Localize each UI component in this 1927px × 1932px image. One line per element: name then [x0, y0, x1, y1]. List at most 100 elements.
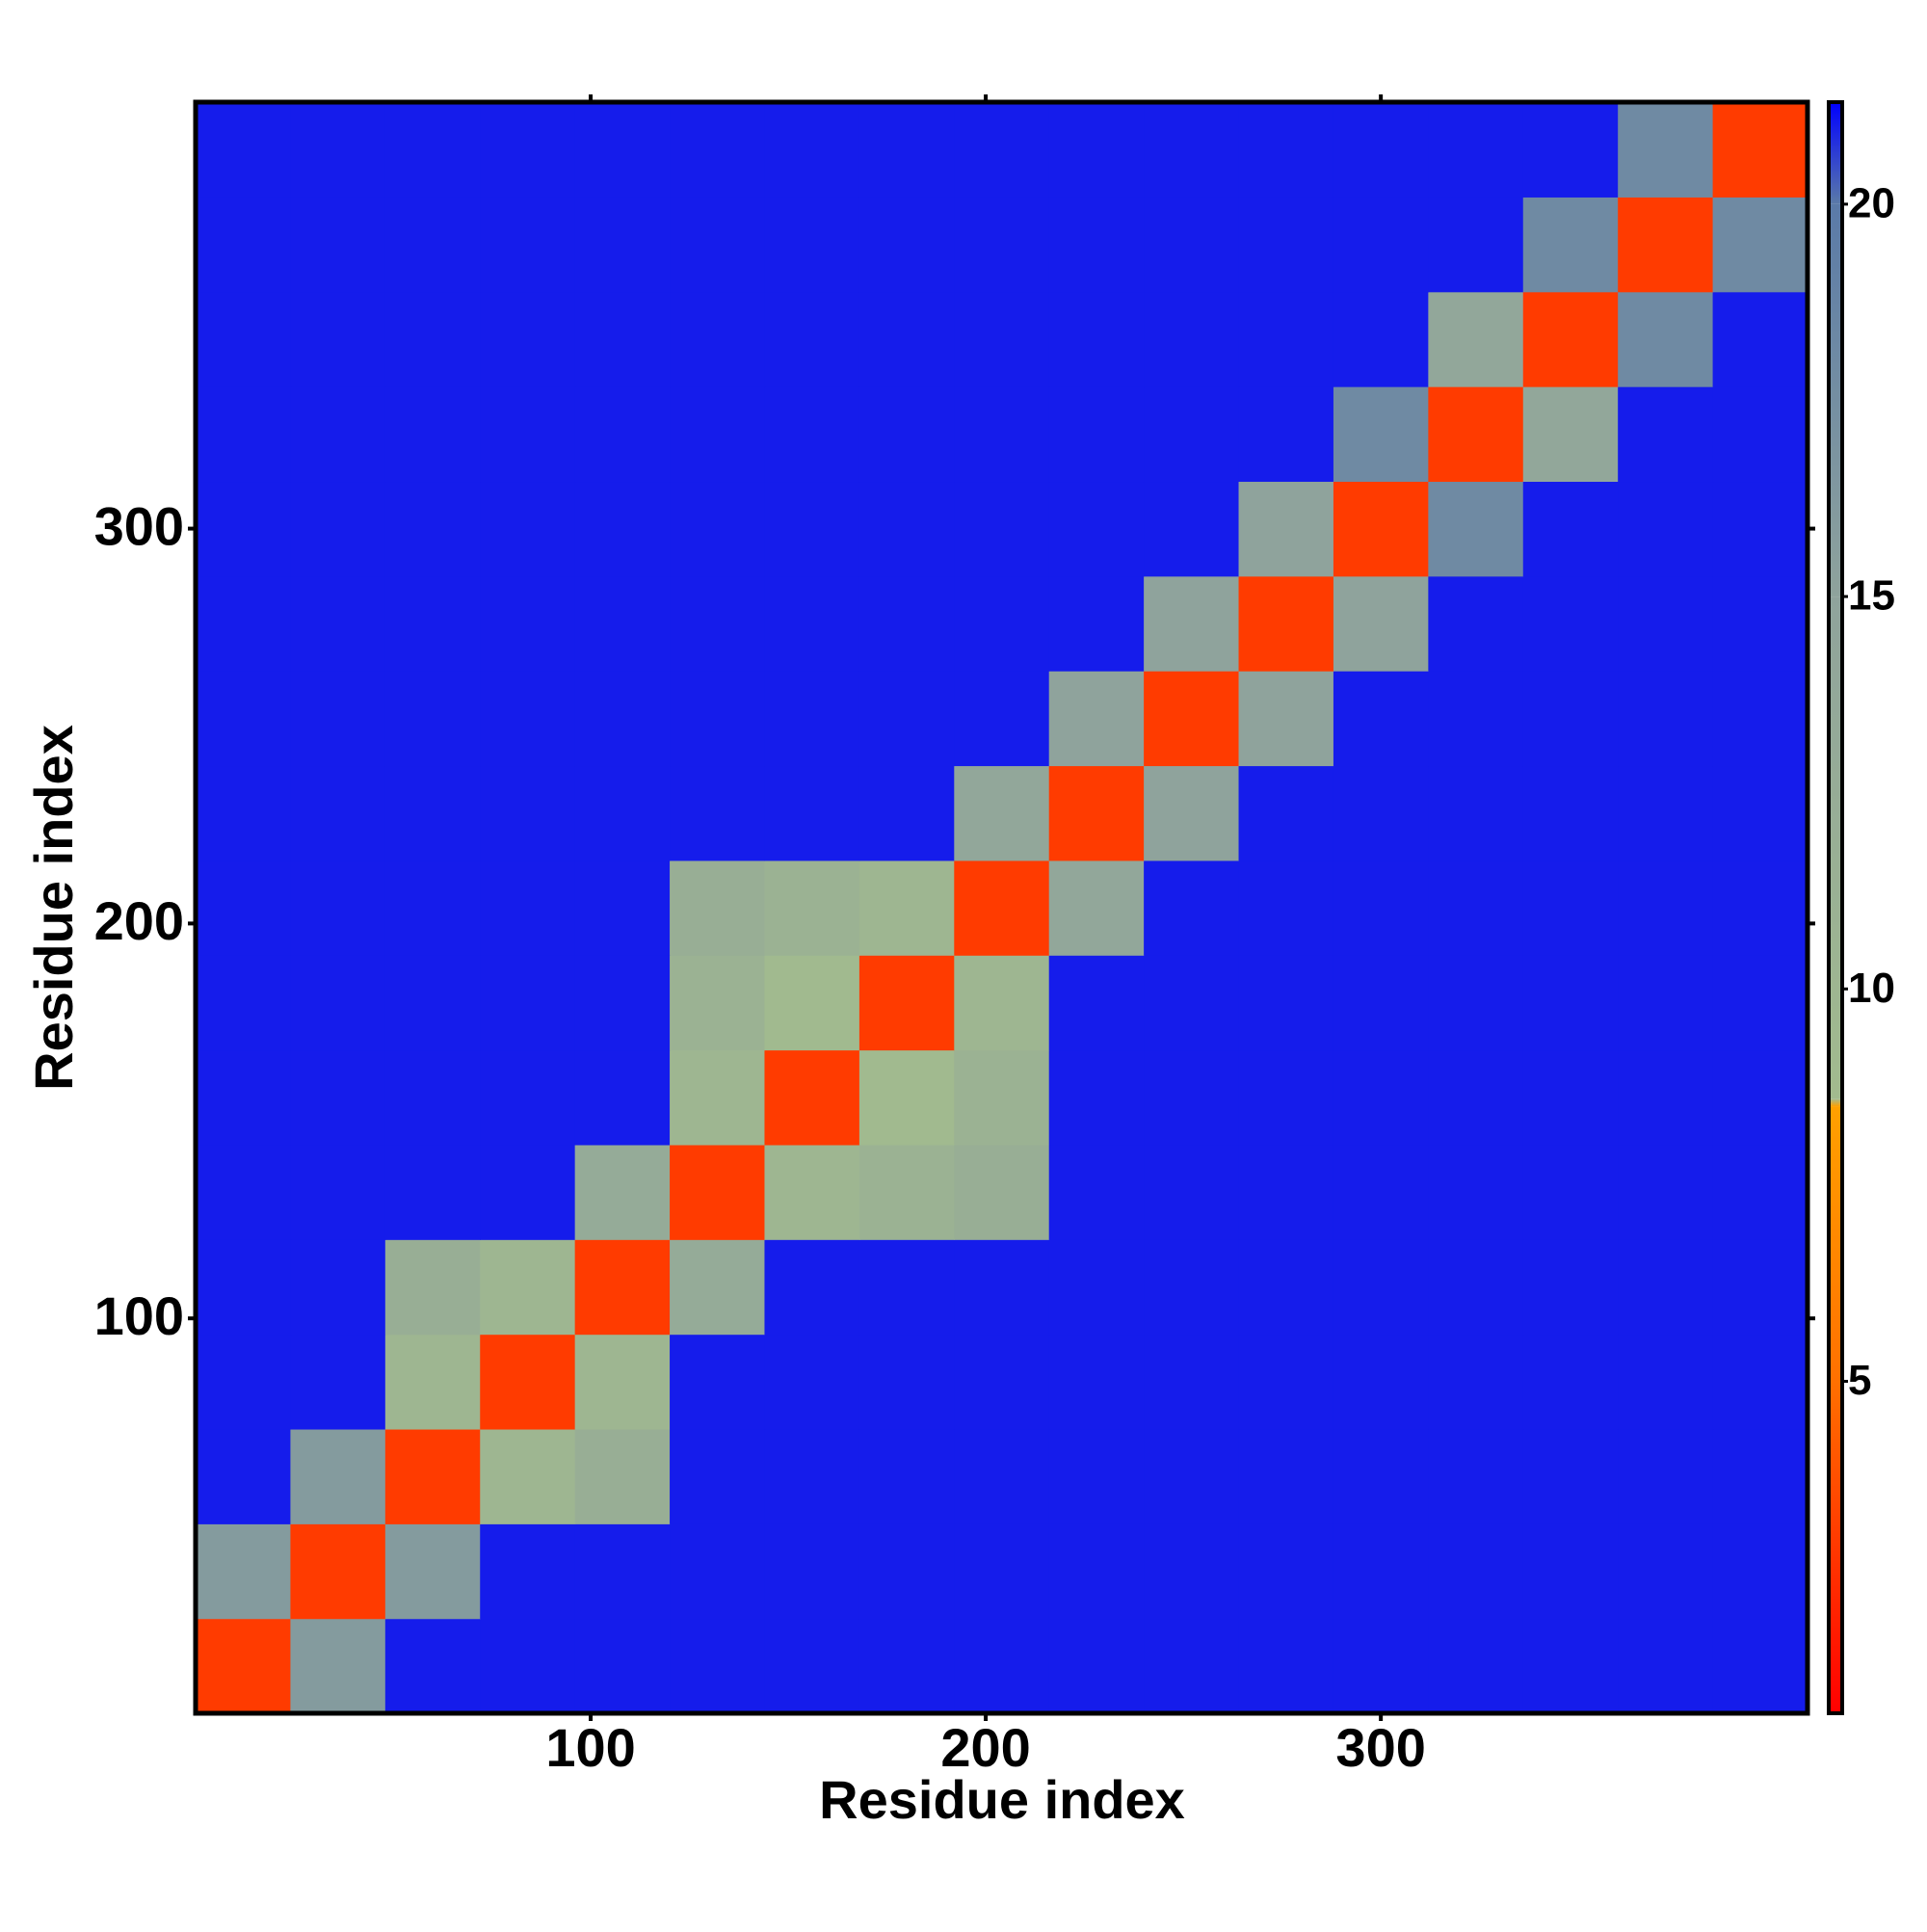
heat-cell — [1048, 1239, 1145, 1336]
heat-cell — [574, 291, 671, 387]
heat-cell — [954, 575, 1050, 672]
heat-cell — [670, 291, 766, 387]
heat-cell — [290, 1144, 386, 1240]
heat-cell — [1712, 1428, 1808, 1524]
heat-cell — [1333, 291, 1429, 387]
heat-cell — [480, 102, 576, 198]
heat-cell — [1712, 1144, 1808, 1240]
heat-cell — [1712, 575, 1808, 672]
heat-cell — [1618, 386, 1714, 483]
heat-cell — [858, 671, 955, 767]
heat-cell — [1238, 1334, 1334, 1430]
heat-cell — [574, 1334, 671, 1430]
heat-cell — [1522, 197, 1619, 293]
heat-cell — [1712, 102, 1808, 198]
heat-cell — [1048, 102, 1145, 198]
heat-cell — [1238, 1428, 1334, 1524]
heat-cell — [1144, 765, 1240, 861]
colorbar-segment — [1829, 203, 1842, 597]
heat-cell — [1333, 102, 1429, 198]
heat-cell — [1712, 1618, 1808, 1713]
heat-cell — [1428, 860, 1524, 956]
heat-cell — [196, 102, 292, 198]
heat-cell — [574, 197, 671, 293]
heat-cell — [858, 197, 955, 293]
heat-cell — [670, 1618, 766, 1713]
heat-cell — [1048, 860, 1145, 956]
heat-cell — [858, 575, 955, 672]
heat-cell — [858, 955, 955, 1051]
heat-cell — [1428, 386, 1524, 483]
heat-cell — [1428, 1334, 1524, 1430]
heat-cell — [1522, 1618, 1619, 1713]
heat-cell — [1618, 955, 1714, 1051]
heat-cell — [1333, 575, 1429, 672]
heat-cell — [954, 291, 1050, 387]
colorbar-segment — [1829, 102, 1842, 204]
heat-cell — [1048, 386, 1145, 483]
heat-cell — [290, 1049, 386, 1146]
heat-cell — [764, 575, 860, 672]
heat-cell — [1048, 671, 1145, 767]
heat-cell — [1144, 860, 1240, 956]
heat-cell — [1144, 1523, 1240, 1620]
heat-cell — [670, 1239, 766, 1336]
heat-cell — [384, 481, 481, 577]
heat-cell — [384, 765, 481, 861]
heat-cell — [1522, 1334, 1619, 1430]
heat-cell — [670, 197, 766, 293]
heat-cell — [1522, 955, 1619, 1051]
heat-cell — [954, 1618, 1050, 1713]
heat-cell — [1522, 1049, 1619, 1146]
heat-cell — [384, 1334, 481, 1430]
heat-cell — [954, 102, 1050, 198]
heat-cell — [1712, 1523, 1808, 1620]
heat-cell — [954, 765, 1050, 861]
heat-cell — [196, 197, 292, 293]
heat-cell — [384, 1144, 481, 1240]
heat-cell — [1712, 860, 1808, 956]
heat-cell — [670, 386, 766, 483]
heat-cell — [290, 291, 386, 387]
x-tick-label: 100 — [545, 1717, 635, 1778]
heat-cell — [1144, 671, 1240, 767]
heat-cell — [1144, 386, 1240, 483]
heat-cell — [1522, 765, 1619, 861]
heat-cell — [1238, 291, 1334, 387]
heat-cell — [574, 1618, 671, 1713]
heat-cell — [1428, 1239, 1524, 1336]
heat-cell — [954, 671, 1050, 767]
heat-cell — [1712, 765, 1808, 861]
heat-cell — [1522, 1144, 1619, 1240]
heat-cell — [574, 955, 671, 1051]
heat-cell — [480, 575, 576, 672]
heat-cell — [1238, 955, 1334, 1051]
heat-cell — [858, 291, 955, 387]
colorbar-segment — [1829, 596, 1842, 1099]
heat-cell — [480, 1334, 576, 1430]
heat-cell — [670, 102, 766, 198]
heat-cell — [1618, 1618, 1714, 1713]
heat-cell — [290, 955, 386, 1051]
heat-cell — [1618, 481, 1714, 577]
heat-cell — [480, 955, 576, 1051]
heat-cell — [290, 765, 386, 861]
heat-cell — [764, 481, 860, 577]
heat-cell — [290, 1618, 386, 1713]
heat-cell — [858, 860, 955, 956]
heat-cell — [1333, 197, 1429, 293]
heat-cell — [384, 386, 481, 483]
heat-cell — [1712, 1239, 1808, 1336]
heat-cell — [480, 481, 576, 577]
heat-cell — [858, 481, 955, 577]
colorbar-tick-label: 5 — [1848, 1357, 1871, 1404]
heat-cell — [1428, 102, 1524, 198]
heat-cell — [196, 671, 292, 767]
heat-cell — [196, 481, 292, 577]
heat-cell — [1333, 955, 1429, 1051]
heat-cell — [764, 955, 860, 1051]
heat-cell — [1048, 481, 1145, 577]
heat-cell — [290, 1523, 386, 1620]
colorbar-tick-label: 15 — [1848, 572, 1895, 620]
